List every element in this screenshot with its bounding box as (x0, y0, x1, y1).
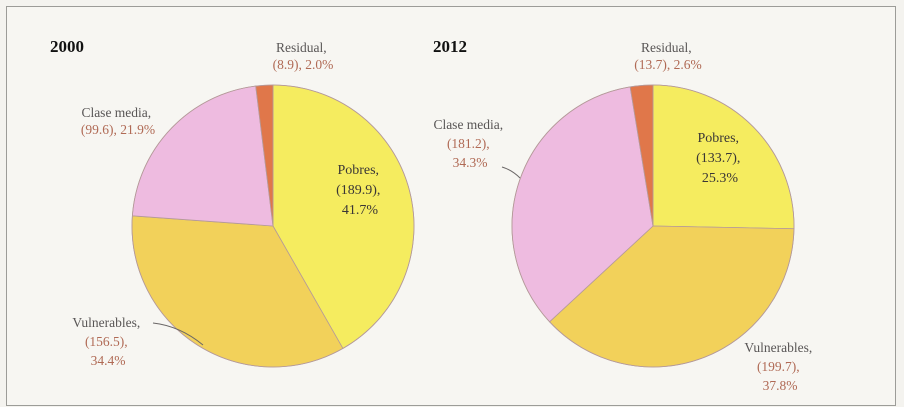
pie-2000-pobres-percent: 41.7% (342, 203, 379, 218)
pie-2012-pobres-percent: 25.3% (702, 171, 739, 186)
pie-2012-residual-name: Residual, (641, 40, 692, 55)
pie-2012-clase-media-name: Clase media, (433, 117, 503, 132)
pie-2012-vulnerables-value: (199.7), (757, 359, 800, 374)
pie-2012-residual-label: Residual, (13.7), 2.6% (634, 40, 702, 72)
pie-2000-vulnerables-value: (156.5), (85, 334, 128, 349)
pie-2012-clase-media-value: (181.2), (447, 136, 490, 151)
pie-2000 (131, 84, 415, 368)
pie-2012-pobres-label: Pobres, (133.7), 25.3% (696, 131, 744, 186)
pie-2012 (511, 84, 795, 368)
pie-2000-pobres-name: Pobres, (337, 163, 379, 178)
pie-2012-title: 2012 (433, 37, 467, 56)
pie-2000-rim (131, 84, 415, 368)
pie-2012-vulnerables-name: Vulnerables, (744, 340, 812, 355)
pie-2000-clase-media-value: (99.6), 21.9% (81, 122, 155, 137)
pie-2012-clase-media-percent: 34.3% (453, 155, 488, 170)
pie-2012-pobres-name: Pobres, (697, 131, 739, 146)
pie-2000-vulnerables-leader (152, 322, 204, 346)
pie-2012-pobres-value: (133.7), (696, 151, 740, 166)
pie-2000-residual-label: Residual, (8.9), 2.0% (273, 40, 334, 72)
pie-2000-pobres-value: (189.9), (336, 183, 380, 198)
pie-2012-clase-media-label: Clase media, (181.2), 34.3% (433, 117, 506, 170)
pie-2000-vulnerables-name: Vulnerables, (72, 315, 140, 330)
pie-2012-rim (511, 84, 795, 368)
pie-2000-title: 2000 (50, 37, 84, 56)
pie-2000-vulnerables-percent: 34.4% (91, 353, 126, 368)
pie-2000-clase-media-label: Clase media, (99.6), 21.9% (81, 105, 155, 137)
pie-2012-clase-media-leader (501, 166, 521, 179)
pie-2000-residual-name: Residual, (276, 40, 327, 55)
pie-2000-vulnerables-label: Vulnerables, (156.5), 34.4% (72, 315, 143, 368)
pie-2000-clase-media-name: Clase media, (81, 105, 151, 120)
pie-2012-residual-value: (13.7), 2.6% (634, 57, 702, 72)
pie-2000-residual-value: (8.9), 2.0% (273, 57, 334, 72)
pie-2012-vulnerables-percent: 37.8% (763, 378, 798, 393)
pie-2012-vulnerables-label: Vulnerables, (199.7), 37.8% (744, 340, 815, 393)
pie-2000-pobres-label: Pobres, (189.9), 41.7% (336, 163, 384, 218)
